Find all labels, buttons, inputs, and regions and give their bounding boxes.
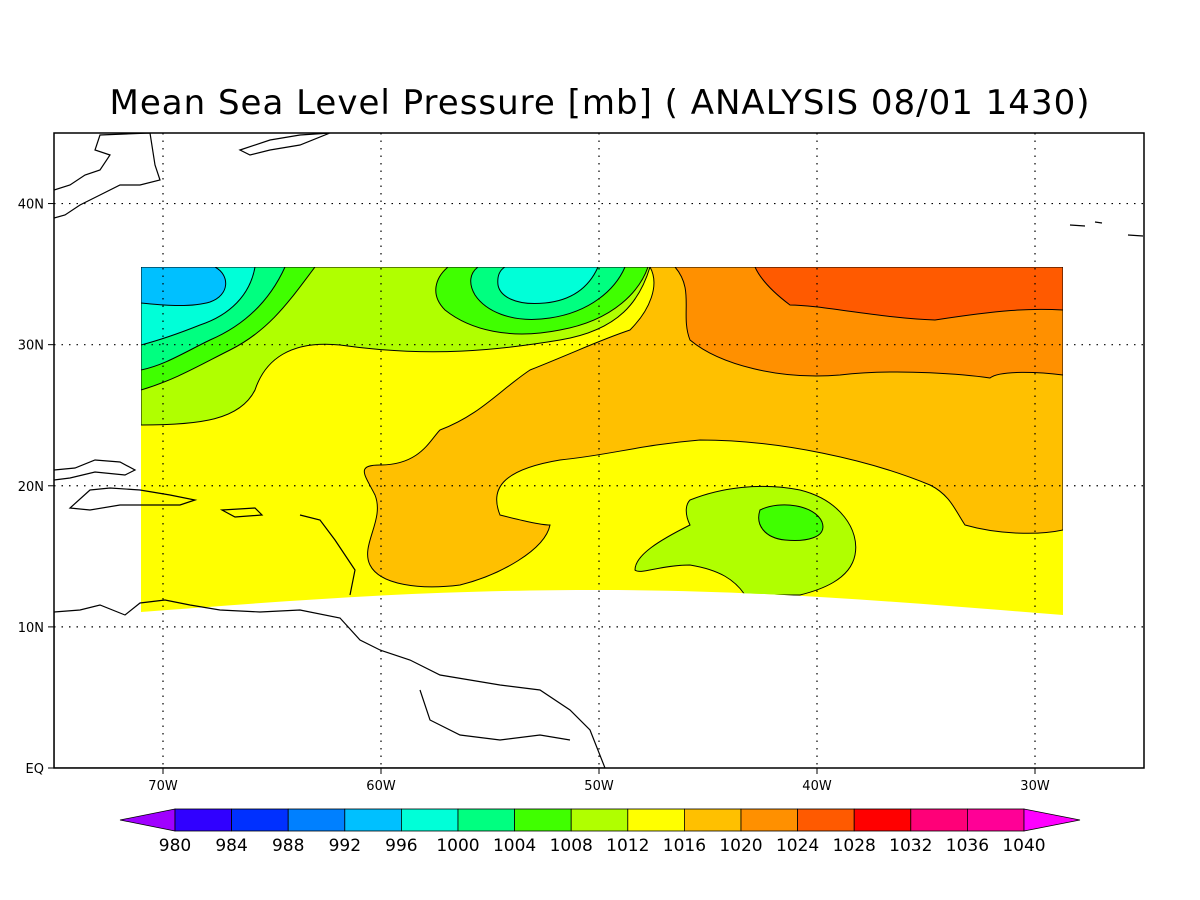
colorbar-level-label: 1016: [663, 836, 706, 856]
coast-cuba: [54, 459, 137, 481]
lon-tick-label: 60W: [366, 779, 396, 794]
colorbar-level-label: 1028: [833, 836, 876, 856]
colorbar-level-label: 1004: [493, 836, 536, 856]
grid-layer: [54, 133, 1144, 768]
colorbar-swatch-5: [457, 808, 515, 832]
colorbar-swatch-7: [570, 808, 629, 832]
region-1000-central: [497, 267, 599, 305]
colorbar-level-label: 1032: [889, 836, 932, 856]
lat-tick-label: 10N: [18, 621, 44, 636]
colorbar-arrow-high: [1023, 808, 1081, 832]
lat-tick-label: 30N: [18, 339, 44, 354]
colorbar-level-label: 992: [329, 836, 361, 856]
colorbar-swatch-4: [400, 808, 459, 832]
colorbar-swatch-14: [967, 808, 1025, 832]
coast-puerto-rico: [219, 507, 264, 518]
lon-tick-label: 40W: [802, 779, 832, 794]
colorbar-level-label: 1012: [606, 836, 649, 856]
coast-azores: [1069, 221, 1144, 237]
colorbar-swatch-0: [174, 808, 232, 832]
colorbar-level-label: 980: [159, 836, 191, 856]
colorbar-swatch-12: [853, 808, 912, 832]
lon-tick-label: 50W: [584, 779, 614, 794]
map-title: Mean Sea Level Pressure [mb] ( ANALYSIS …: [110, 83, 1091, 123]
region-996-nw: [141, 267, 227, 307]
pressure-field: [141, 267, 1063, 615]
colorbar-level-label: 996: [385, 836, 417, 856]
colorbar-arrow-low: [119, 808, 176, 832]
colorbar: 980 984 988 992 996 1000 1004 1008 1012 1016 1020 1…: [119, 808, 1081, 856]
colorbar-level-label: 984: [215, 836, 247, 856]
colorbar-level-label: 1040: [1002, 836, 1045, 856]
lat-tick-label: 40N: [18, 198, 44, 213]
coast-north-america: [54, 133, 161, 219]
coast-nova-scotia: [238, 133, 331, 156]
region-1008-south: [758, 504, 824, 541]
lat-tick-label: EQ: [26, 762, 44, 777]
coast-antilles: [299, 514, 356, 596]
colorbar-swatch-3: [344, 808, 402, 832]
coast-guiana-border: [419, 689, 571, 741]
coast-south-america: [54, 599, 606, 768]
colorbar-swatch-13: [910, 808, 968, 832]
colorbar-level-label: 1024: [776, 836, 819, 856]
region-1028: [754, 267, 1063, 321]
colorbar-swatch-11: [797, 808, 855, 832]
colorbar-swatch-9: [684, 808, 742, 832]
colorbar-level-label: 988: [272, 836, 304, 856]
colorbar-level-label: 1036: [946, 836, 989, 856]
colorbar-swatch-10: [740, 808, 798, 832]
colorbar-level-label: 1020: [719, 836, 762, 856]
colorbar-level-label: 1000: [436, 836, 479, 856]
tick-layer: 70W 60W 50W 40W 30W EQ 10N 20N 30N 40N: [18, 198, 1050, 794]
colorbar-level-label: 1008: [550, 836, 593, 856]
colorbar-swatch-6: [514, 808, 572, 832]
lon-tick-label: 70W: [148, 779, 178, 794]
colorbar-swatch-2: [287, 808, 346, 832]
lat-tick-label: 20N: [18, 480, 44, 495]
lon-tick-label: 30W: [1020, 779, 1050, 794]
colorbar-swatch-8: [627, 808, 685, 832]
coast-hispaniola: [68, 487, 198, 511]
colorbar-swatch-1: [231, 808, 289, 832]
coastlines: [54, 133, 1144, 768]
